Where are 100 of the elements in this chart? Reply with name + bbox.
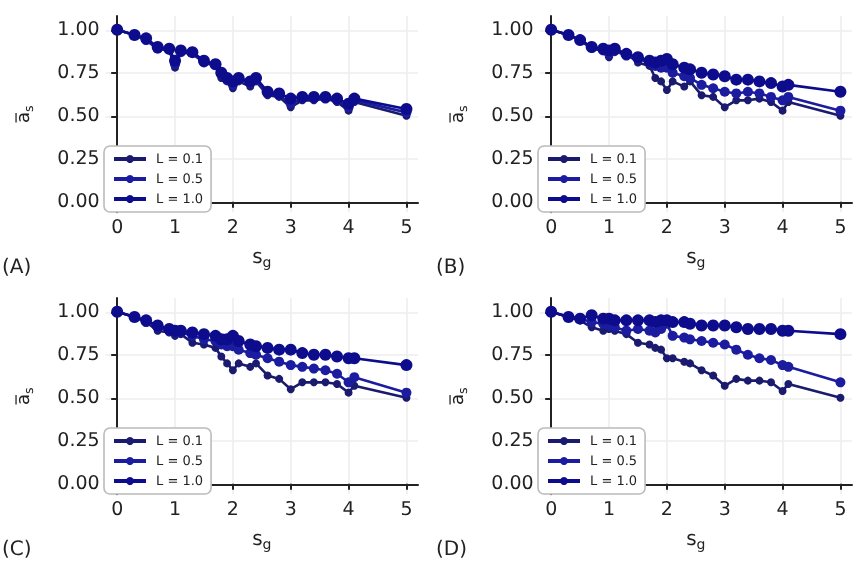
- point: [708, 83, 719, 94]
- point: [707, 68, 720, 81]
- y-tick-label: 0.50: [57, 385, 100, 408]
- x-tick-label: 1: [602, 217, 616, 240]
- x-tick-label: 0: [545, 217, 558, 240]
- x-tick-label: 4: [776, 498, 789, 521]
- point: [234, 358, 243, 367]
- x-tick-label: 2: [660, 498, 673, 521]
- point: [732, 373, 741, 382]
- point: [754, 352, 765, 363]
- point: [331, 349, 344, 362]
- y-tick-label: 0.25: [57, 428, 100, 451]
- y-tick-label: 1.00: [57, 18, 100, 41]
- point: [709, 370, 718, 379]
- x-tick-label: 5: [400, 498, 413, 521]
- point: [401, 386, 412, 397]
- y-tick-label: 0.00: [491, 471, 534, 494]
- y-tick-label: 1.00: [491, 18, 534, 41]
- point: [400, 102, 413, 115]
- point: [686, 358, 695, 367]
- y-tick-label: 0.25: [57, 147, 100, 170]
- point: [273, 342, 286, 355]
- point: [718, 318, 731, 331]
- point: [742, 86, 753, 97]
- point: [834, 85, 847, 98]
- point: [307, 347, 320, 360]
- x-tick-label: 1: [168, 217, 182, 240]
- text: (D): [436, 538, 468, 560]
- point: [754, 88, 765, 99]
- point: [657, 344, 666, 353]
- point: [767, 377, 776, 386]
- point: [332, 367, 343, 378]
- y-tick-label: 1.00: [491, 299, 534, 322]
- point: [668, 353, 677, 362]
- x-tick-label: 4: [776, 217, 789, 240]
- point: [719, 86, 730, 97]
- point: [742, 348, 753, 359]
- x-tick-label: 0: [111, 498, 124, 521]
- point: [657, 77, 666, 86]
- text: (A): [2, 257, 32, 279]
- x-tick-label: 4: [342, 217, 355, 240]
- point: [680, 82, 689, 91]
- point: [223, 358, 232, 367]
- point: [720, 103, 729, 112]
- point: [695, 66, 708, 79]
- point: [784, 379, 793, 388]
- point: [263, 370, 272, 379]
- x-tick-label: 0: [545, 498, 558, 521]
- point: [284, 92, 297, 105]
- point: [308, 362, 319, 373]
- x-tick-label: 5: [834, 217, 847, 240]
- text: (C): [2, 538, 32, 560]
- point: [668, 77, 677, 86]
- y-tick-label: 0.75: [491, 61, 534, 84]
- point: [695, 318, 708, 331]
- y-tick-label: 0.25: [491, 147, 534, 170]
- point: [731, 343, 742, 354]
- point: [755, 375, 764, 384]
- point: [252, 358, 261, 367]
- y-tick-label: 0.75: [491, 342, 534, 365]
- point: [743, 375, 752, 384]
- point: [197, 327, 210, 340]
- point: [697, 365, 706, 374]
- point: [730, 320, 743, 333]
- point: [783, 360, 794, 371]
- point: [633, 337, 642, 346]
- point: [217, 351, 226, 360]
- y-tick-label: 0.50: [57, 104, 100, 127]
- x-tick-label: 2: [226, 217, 239, 240]
- point: [631, 313, 644, 326]
- point: [708, 336, 719, 347]
- point: [275, 373, 284, 382]
- x-tick-label: 5: [400, 217, 413, 240]
- x-tick-label: 3: [718, 498, 731, 521]
- point: [296, 346, 309, 359]
- point: [620, 313, 633, 326]
- point: [169, 54, 182, 67]
- y-tick-label: 0.00: [491, 190, 534, 213]
- point: [684, 316, 697, 329]
- point: [262, 352, 273, 363]
- x-tick-label: 3: [284, 217, 297, 240]
- y-tick-label: 1.00: [57, 299, 100, 322]
- point: [666, 58, 679, 71]
- x-tick-label: 2: [660, 217, 673, 240]
- point: [344, 387, 353, 396]
- point: [720, 380, 729, 389]
- point: [284, 342, 297, 355]
- y-tick-label: 0.50: [491, 104, 534, 127]
- point: [228, 365, 237, 374]
- y-tick-label: 0.25: [491, 428, 534, 451]
- point: [400, 358, 413, 371]
- x-tick-label: 5: [834, 498, 847, 521]
- x-tick-label: 3: [284, 498, 297, 521]
- y-tick-label: 0.75: [57, 61, 100, 84]
- point: [286, 384, 295, 393]
- point: [835, 376, 846, 387]
- point: [743, 96, 752, 105]
- point: [309, 377, 318, 386]
- x-tick-label: 2: [226, 498, 239, 521]
- point: [333, 379, 342, 388]
